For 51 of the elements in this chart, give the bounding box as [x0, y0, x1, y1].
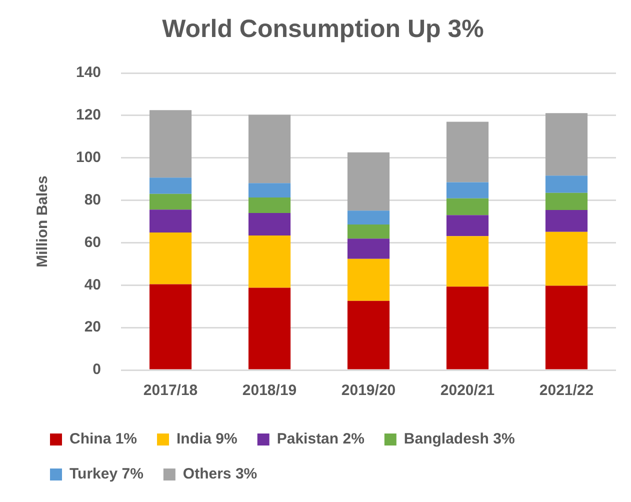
bar [248, 213, 291, 236]
y-tick-label: 140 [76, 64, 102, 82]
bar [149, 178, 192, 194]
bar [446, 236, 489, 287]
bar [545, 232, 588, 286]
bar [446, 182, 489, 198]
bar [149, 232, 192, 284]
bar [545, 210, 588, 232]
bar [347, 224, 390, 239]
legend-label: China 1% [70, 430, 138, 448]
x-tick-label: 2017/18 [143, 382, 198, 400]
y-tick-label: 60 [84, 234, 102, 251]
bar [545, 113, 588, 176]
bar [248, 236, 291, 288]
x-tick-label: 2018/19 [242, 382, 297, 400]
chart-title: World Consumption Up 3% [162, 14, 484, 43]
bar [149, 110, 192, 178]
x-tick-label: 2020/21 [440, 382, 495, 400]
bar [347, 300, 390, 370]
bar [347, 152, 390, 211]
bar [248, 198, 291, 214]
legend-label: Pakistan 2% [276, 430, 364, 448]
y-tick-label: 0 [92, 361, 102, 378]
y-tick-label: 100 [76, 149, 102, 166]
bar [545, 192, 588, 210]
bar [149, 284, 192, 370]
y-tick-label: 20 [84, 318, 102, 336]
x-tick-label: 2019/20 [341, 382, 396, 400]
bar [149, 194, 192, 210]
bar [446, 122, 489, 182]
legend-label: Others 3% [182, 466, 258, 483]
bar [149, 210, 192, 233]
y-tick-label: 80 [84, 191, 102, 208]
legend-label: Bangladesh 3% [404, 430, 515, 448]
bar [545, 286, 588, 370]
y-tick-label: 40 [84, 276, 102, 294]
y-tick-label: 120 [76, 106, 102, 124]
bar [446, 198, 489, 216]
bar [545, 176, 588, 193]
bar [446, 286, 489, 370]
bar [248, 183, 291, 198]
bar [248, 114, 291, 184]
legend-label: India 9% [176, 430, 238, 448]
legend-label: Turkey 7% [70, 466, 144, 483]
y-axis-title: Million Bales [34, 176, 52, 268]
x-tick-label: 2021/22 [539, 382, 594, 400]
bar [347, 210, 390, 224]
bar [347, 258, 390, 301]
bar [347, 238, 390, 259]
bar [248, 288, 291, 370]
bar [446, 215, 489, 236]
